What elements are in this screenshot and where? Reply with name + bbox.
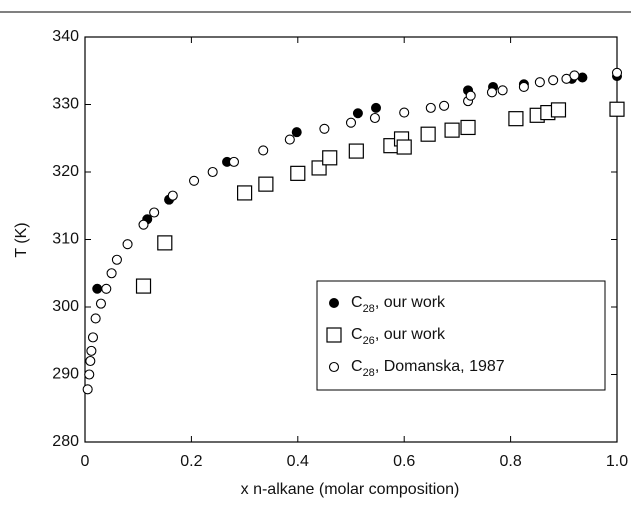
y-tick-label: 280 — [52, 433, 79, 450]
point — [319, 123, 330, 134]
point — [460, 119, 476, 136]
point — [135, 278, 152, 294]
point — [420, 126, 436, 142]
point — [371, 102, 382, 113]
point — [85, 355, 96, 367]
legend-label: C26, our work — [351, 326, 446, 347]
x-axis-label: x n-alkane (molar composition) — [241, 481, 460, 498]
point — [86, 345, 97, 356]
point — [82, 384, 93, 395]
y-tick-label: 300 — [52, 298, 79, 315]
x-tick-label: 1.0 — [606, 453, 628, 470]
point — [534, 77, 545, 88]
point — [508, 111, 524, 127]
point — [167, 190, 178, 201]
point — [609, 101, 625, 117]
legend-marker — [326, 327, 342, 343]
legend-label: C28, Domanska, 1987 — [351, 358, 505, 379]
point — [138, 219, 149, 230]
point — [290, 165, 306, 181]
legend-label: C28, our work — [351, 294, 446, 315]
point — [258, 176, 274, 192]
point — [157, 235, 173, 251]
point — [550, 102, 567, 118]
point — [189, 175, 200, 186]
point — [92, 283, 103, 294]
point — [399, 107, 410, 118]
point — [284, 134, 295, 145]
legend-marker — [328, 361, 340, 373]
point — [90, 313, 101, 324]
point — [444, 122, 460, 138]
y-tick-label: 340 — [52, 28, 79, 45]
point — [486, 87, 498, 98]
y-tick-label: 320 — [52, 163, 79, 180]
point — [497, 85, 508, 96]
point — [84, 369, 95, 380]
x-tick-label: 0.2 — [180, 453, 202, 470]
point — [258, 145, 269, 156]
point — [149, 207, 160, 218]
x-tick-label: 0 — [81, 453, 90, 470]
point — [322, 150, 338, 166]
y-tick-label: 290 — [52, 366, 79, 383]
point — [228, 156, 240, 167]
point — [87, 332, 99, 343]
point — [611, 67, 623, 78]
point — [425, 102, 436, 113]
point — [101, 283, 112, 294]
point — [369, 112, 380, 124]
point — [111, 254, 122, 265]
y-tick-label: 330 — [52, 96, 79, 113]
point — [465, 90, 476, 101]
x-tick-label: 0.4 — [287, 453, 309, 470]
point — [237, 185, 253, 201]
point — [348, 143, 364, 159]
y-axis-label: T (K) — [13, 222, 30, 257]
point — [291, 127, 302, 138]
point — [106, 268, 117, 279]
point — [207, 166, 218, 178]
point — [396, 139, 412, 155]
point — [439, 100, 450, 111]
y-tick-label: 310 — [52, 231, 79, 248]
point — [518, 81, 529, 92]
point — [122, 239, 133, 250]
point — [548, 75, 559, 86]
point — [352, 108, 363, 119]
point — [95, 298, 107, 309]
point — [345, 117, 357, 128]
x-tick-label: 0.8 — [499, 453, 521, 470]
legend-box — [316, 280, 606, 391]
legend-marker — [329, 298, 339, 308]
point — [569, 70, 580, 81]
x-tick-label: 0.6 — [393, 453, 415, 470]
